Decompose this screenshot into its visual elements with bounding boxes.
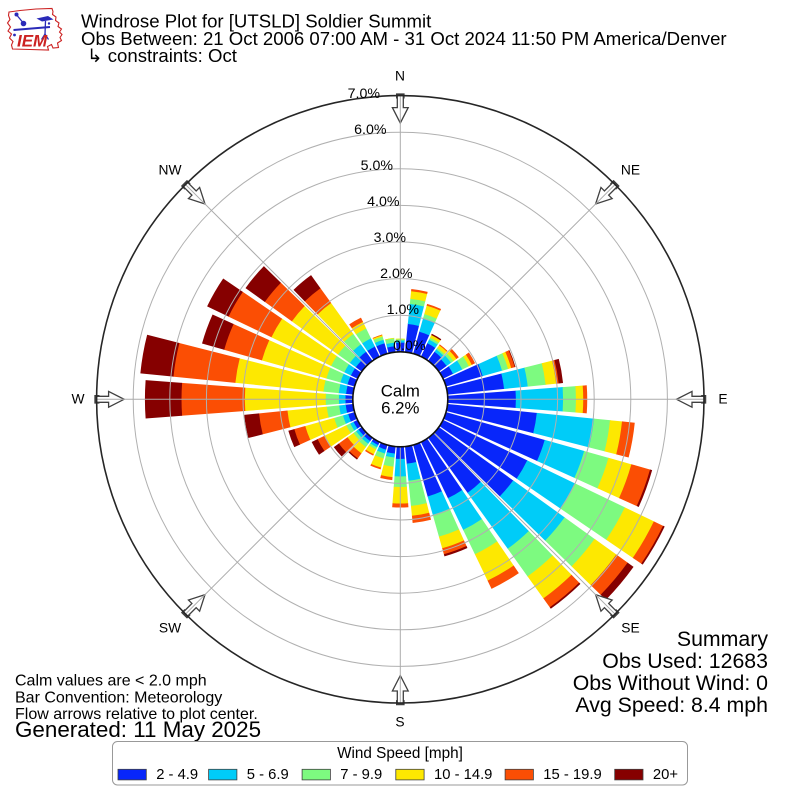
svg-text:20+: 20+ (653, 767, 678, 783)
svg-text:Obs Between: 21 Oct 2006 07:00: Obs Between: 21 Oct 2006 07:00 AM - 31 O… (81, 28, 727, 49)
svg-text:SW: SW (159, 621, 181, 636)
svg-text:Wind Speed [mph]: Wind Speed [mph] (337, 745, 463, 762)
svg-text:1.0%: 1.0% (387, 302, 420, 318)
svg-text:E: E (718, 392, 727, 407)
svg-text:Calm values are < 2.0 mph: Calm values are < 2.0 mph (15, 673, 207, 690)
svg-text:S: S (395, 715, 404, 730)
svg-text:Flow arrows relative to plot c: Flow arrows relative to plot center. (15, 706, 258, 723)
svg-text:7.0%: 7.0% (348, 86, 381, 102)
svg-text:IEM: IEM (17, 32, 48, 51)
svg-text:SE: SE (621, 621, 639, 636)
svg-text:0.0%: 0.0% (393, 338, 426, 354)
svg-text:3.0%: 3.0% (374, 230, 407, 246)
svg-text:15 - 19.9: 15 - 19.9 (543, 767, 601, 783)
svg-text:Obs Without Wind: 0: Obs Without Wind: 0 (573, 671, 768, 695)
svg-text:6.2%: 6.2% (381, 399, 419, 418)
svg-text:7 - 9.9: 7 - 9.9 (340, 767, 382, 783)
svg-text:NE: NE (621, 163, 640, 178)
svg-text:NW: NW (159, 163, 182, 178)
svg-text:2 - 4.9: 2 - 4.9 (156, 767, 198, 783)
svg-text:W: W (71, 392, 84, 407)
svg-text:Generated: 11 May 2025: Generated: 11 May 2025 (15, 717, 261, 742)
svg-text:N: N (395, 69, 405, 84)
svg-text:2.0%: 2.0% (380, 266, 413, 282)
svg-text:4.0%: 4.0% (367, 194, 400, 210)
svg-text:Windrose Plot for [UTSLD] Sold: Windrose Plot for [UTSLD] Soldier Summit (81, 11, 432, 32)
svg-text:Calm: Calm (381, 382, 420, 401)
svg-text:Summary: Summary (677, 627, 768, 651)
svg-text:5.0%: 5.0% (361, 158, 394, 174)
svg-text:Bar Convention: Meteorology: Bar Convention: Meteorology (15, 690, 222, 707)
svg-text:Avg Speed: 8.4 mph: Avg Speed: 8.4 mph (575, 693, 768, 717)
svg-text:↳ constraints: Oct: ↳ constraints: Oct (87, 45, 238, 66)
svg-text:10 - 14.9: 10 - 14.9 (434, 767, 492, 783)
svg-text:Obs Used: 12683: Obs Used: 12683 (602, 649, 768, 673)
svg-text:6.0%: 6.0% (354, 122, 387, 138)
svg-text:5 - 6.9: 5 - 6.9 (247, 767, 289, 783)
